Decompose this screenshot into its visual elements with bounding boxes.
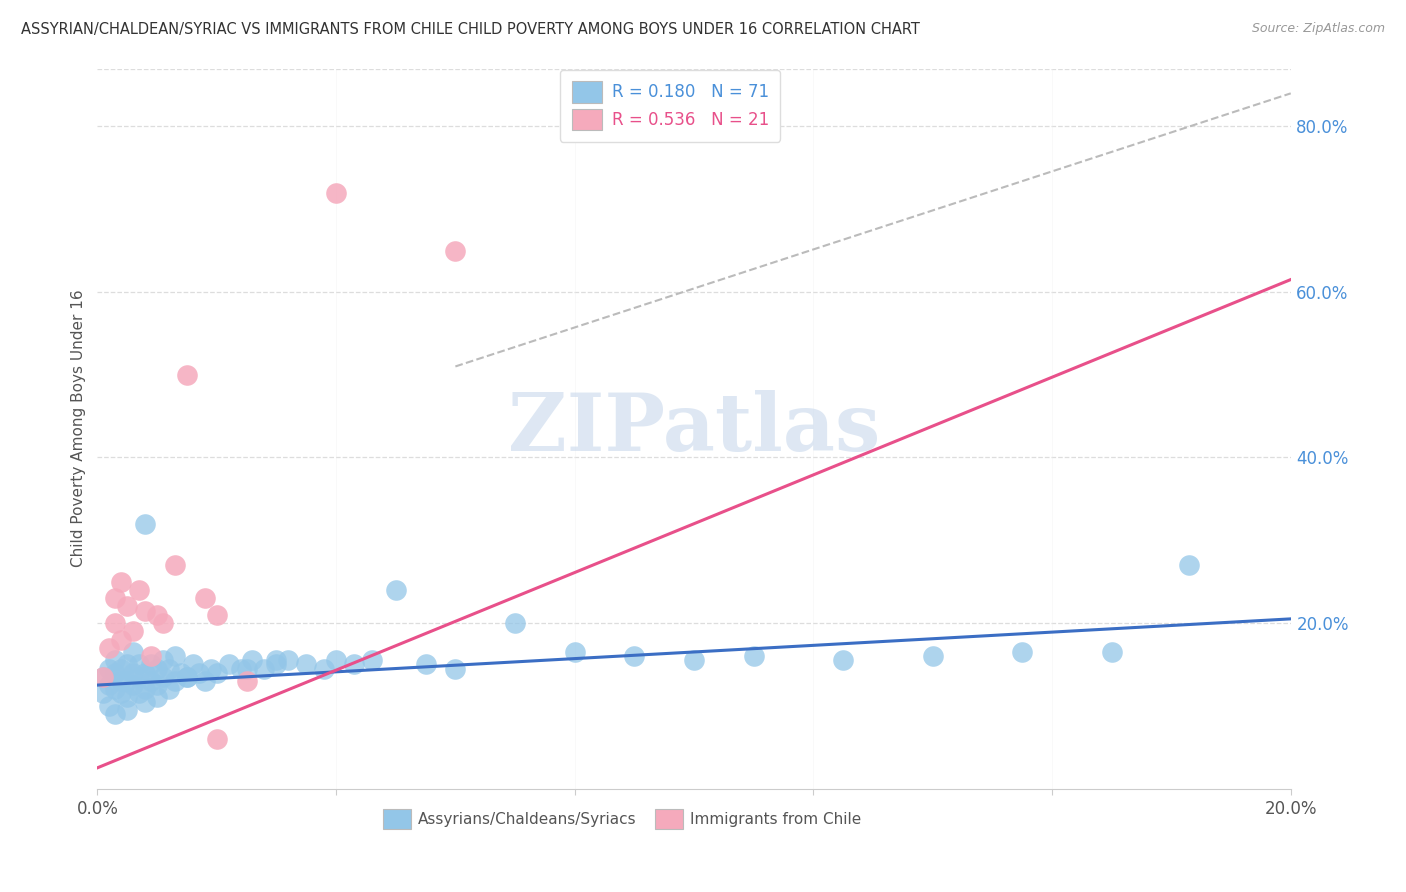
Point [134,695,156,709]
Point [683,653,706,667]
Point [921,649,943,664]
Point [266,653,288,667]
Point [115,703,138,717]
Point [146,661,169,675]
Point [152,653,174,667]
Point [205,731,228,746]
Point [98,698,121,713]
Point [157,682,180,697]
Text: Source: ZipAtlas.com: Source: ZipAtlas.com [1251,22,1385,36]
Point [832,653,855,667]
Point [1101,645,1123,659]
Point [122,665,145,680]
Point [115,690,138,705]
Point [98,678,121,692]
Point [134,516,156,531]
Point [295,657,318,672]
Point [104,591,127,606]
Point [176,670,198,684]
Point [1011,645,1033,659]
Point [181,657,204,672]
Point [110,686,132,700]
Point [200,661,222,675]
Point [104,653,127,667]
Point [235,661,257,675]
Point [146,690,169,705]
Point [325,186,347,200]
Point [110,673,132,688]
Point [157,661,180,675]
Point [384,582,406,597]
Point [163,649,186,664]
Point [163,673,186,688]
Point [623,649,645,664]
Point [110,632,132,647]
Point [176,368,198,382]
Point [139,673,162,688]
Point [242,653,264,667]
Point [98,661,121,675]
Point [122,678,145,692]
Point [1178,558,1201,572]
Point [170,665,193,680]
Point [152,670,174,684]
Point [194,673,217,688]
Point [444,244,467,258]
Point [98,640,121,655]
Point [205,607,228,622]
Point [146,607,169,622]
Point [115,657,138,672]
Point [503,615,526,630]
Point [91,670,114,684]
Point [194,591,217,606]
Point [229,661,252,675]
Point [444,661,467,675]
Text: ASSYRIAN/CHALDEAN/SYRIAC VS IMMIGRANTS FROM CHILE CHILD POVERTY AMONG BOYS UNDER: ASSYRIAN/CHALDEAN/SYRIAC VS IMMIGRANTS F… [21,22,920,37]
Point [325,653,347,667]
Legend: Assyrians/Chaldeans/Syriacs, Immigrants from Chile: Assyrians/Chaldeans/Syriacs, Immigrants … [377,803,868,835]
Point [139,649,162,664]
Point [134,604,156,618]
Point [91,686,114,700]
Point [115,599,138,614]
Point [415,657,437,672]
Point [134,665,156,680]
Point [134,682,156,697]
Point [266,657,288,672]
Point [104,665,127,680]
Point [128,657,150,672]
Point [139,657,162,672]
Point [235,673,257,688]
Point [104,615,127,630]
Point [742,649,765,664]
Point [104,682,127,697]
Point [110,661,132,675]
Point [360,653,382,667]
Text: ZIPatlas: ZIPatlas [508,390,880,467]
Point [343,657,366,672]
Point [122,645,145,659]
Point [205,665,228,680]
Point [163,558,186,572]
Point [187,665,209,680]
Point [277,653,299,667]
Point [122,624,145,639]
Point [218,657,240,672]
Point [128,670,150,684]
Y-axis label: Child Poverty Among Boys Under 16: Child Poverty Among Boys Under 16 [72,290,86,567]
Point [115,673,138,688]
Point [152,615,174,630]
Point [564,645,586,659]
Point [91,670,114,684]
Point [146,678,169,692]
Point [176,670,198,684]
Point [110,574,132,589]
Point [128,582,150,597]
Point [253,661,276,675]
Point [314,661,336,675]
Point [104,706,127,721]
Point [128,686,150,700]
